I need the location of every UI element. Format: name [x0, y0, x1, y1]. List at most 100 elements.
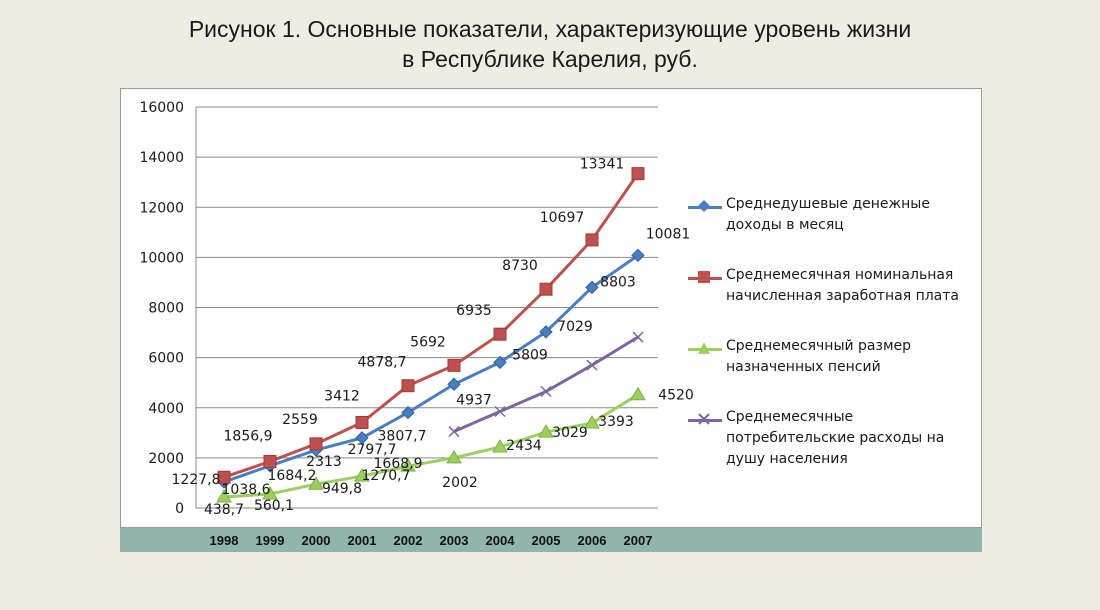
legend-marker	[698, 342, 710, 354]
x-tick-label: 2003	[440, 533, 469, 548]
point-spending	[632, 331, 644, 343]
x-tick-label: 2002	[394, 533, 423, 548]
point-pension	[216, 489, 232, 503]
legend-label: Среднемесячные	[726, 409, 854, 425]
x-tick-label: 1998	[210, 533, 239, 548]
point-wage	[263, 454, 277, 468]
point-spending	[540, 385, 552, 397]
legend-marker	[698, 200, 710, 212]
data-label: 560,1	[254, 498, 294, 514]
chart-legend: Среднедушевые денежные доходы в месяц Сред…	[688, 194, 978, 499]
data-label: 4878,7	[358, 355, 407, 371]
point-income	[493, 355, 507, 370]
point-income	[631, 248, 645, 263]
y-tick-label: 2000	[148, 451, 184, 467]
data-label: 2002	[442, 475, 478, 491]
point-wage	[447, 358, 461, 372]
point-pension	[308, 476, 324, 490]
point-pension	[262, 485, 278, 500]
data-label: 5809	[512, 347, 548, 363]
point-income	[539, 325, 553, 339]
point-income	[355, 431, 369, 445]
point-wage	[539, 282, 553, 296]
data-label: 2797,7	[348, 442, 397, 458]
data-label: 4937	[456, 392, 492, 408]
x-tick-label: 2005	[532, 533, 561, 548]
point-pension	[538, 424, 554, 438]
legend-label: Среднедушевые денежные	[726, 196, 930, 212]
point-wage	[309, 437, 323, 451]
y-tick-label: 0	[175, 501, 184, 517]
point-wage	[217, 470, 231, 484]
x-tick-label: 2006	[578, 533, 607, 548]
point-income	[585, 280, 599, 295]
data-label: 3393	[598, 414, 634, 430]
point-spending	[494, 405, 506, 418]
y-tick-label: 16000	[139, 100, 184, 116]
x-tick-label: 2007	[624, 533, 653, 548]
x-tick-label: 2000	[302, 533, 331, 548]
legend-item-spending: Среднемесячные потребительские расходы на…	[688, 407, 978, 470]
legend-label: душу населения	[726, 451, 848, 467]
data-label: 5692	[410, 334, 446, 350]
point-wage	[493, 327, 507, 341]
data-label: 8730	[502, 258, 538, 274]
legend-label: начисленная заработная плата	[726, 288, 959, 304]
point-spending	[586, 359, 598, 371]
legend-item-pension: Среднемесячный размер назначенных пенсий	[688, 336, 978, 378]
series-line-wage	[223, 172, 640, 479]
series-line-pension	[223, 393, 639, 499]
x-tick-label: 1999	[256, 533, 285, 548]
legend-label: назначенных пенсий	[726, 359, 881, 375]
point-wage	[585, 233, 599, 247]
series-line-income	[223, 254, 639, 484]
y-tick-label: 14000	[139, 150, 184, 166]
point-wage	[631, 167, 645, 181]
data-label: 8803	[600, 274, 636, 290]
data-label: 438,7	[204, 502, 244, 518]
point-pension	[400, 458, 416, 472]
data-label: 2313	[306, 454, 342, 470]
chart-title-line2: в Республике Карелия, руб.	[402, 46, 698, 72]
y-tick-label: 10000	[139, 250, 184, 266]
y-tick-label: 8000	[148, 301, 184, 317]
point-pension	[354, 468, 370, 482]
legend-label: потребительские расходы на	[726, 430, 945, 446]
data-label: 949,8	[322, 481, 362, 497]
x-tick-label: 2001	[348, 533, 377, 548]
data-label: 1270,7	[362, 468, 411, 484]
data-label: 1856,9	[224, 428, 273, 444]
point-pension	[630, 386, 646, 401]
point-spending	[448, 426, 460, 438]
data-label: 3412	[324, 388, 360, 404]
data-label: 6935	[456, 303, 492, 319]
y-tick-label: 12000	[139, 200, 184, 216]
point-pension	[446, 449, 462, 464]
chart-title-line1: Рисунок 1. Основные показатели, характер…	[188, 16, 912, 42]
data-label: 4520	[658, 388, 694, 404]
legend-label: доходы в месяц	[726, 217, 844, 233]
data-label: 1038,6	[222, 482, 271, 498]
legend-item-wage: Среднемесячная номинальная начисленная за…	[688, 265, 978, 307]
data-label: 1684,2	[268, 468, 317, 484]
point-income	[401, 405, 415, 420]
y-tick-label: 4000	[148, 401, 184, 417]
data-label: 1227,8	[172, 472, 221, 488]
point-pension	[584, 414, 600, 429]
data-label: 3807,7	[378, 429, 427, 445]
data-label: 10697	[540, 210, 585, 226]
legend-marker	[698, 413, 710, 425]
data-label: 2559	[282, 412, 318, 428]
legend-marker	[698, 271, 710, 283]
point-wage	[355, 415, 369, 429]
data-label: 1668,9	[374, 456, 423, 472]
data-label: 2434	[506, 438, 542, 454]
data-label: 7029	[557, 319, 593, 335]
point-wage	[401, 379, 415, 393]
data-label: 10081	[646, 226, 691, 242]
legend-label: Среднемесячный размер	[726, 338, 912, 354]
data-label: 3029	[552, 425, 588, 441]
x-tick-label: 2004	[486, 533, 516, 548]
y-tick-label: 6000	[148, 351, 184, 367]
